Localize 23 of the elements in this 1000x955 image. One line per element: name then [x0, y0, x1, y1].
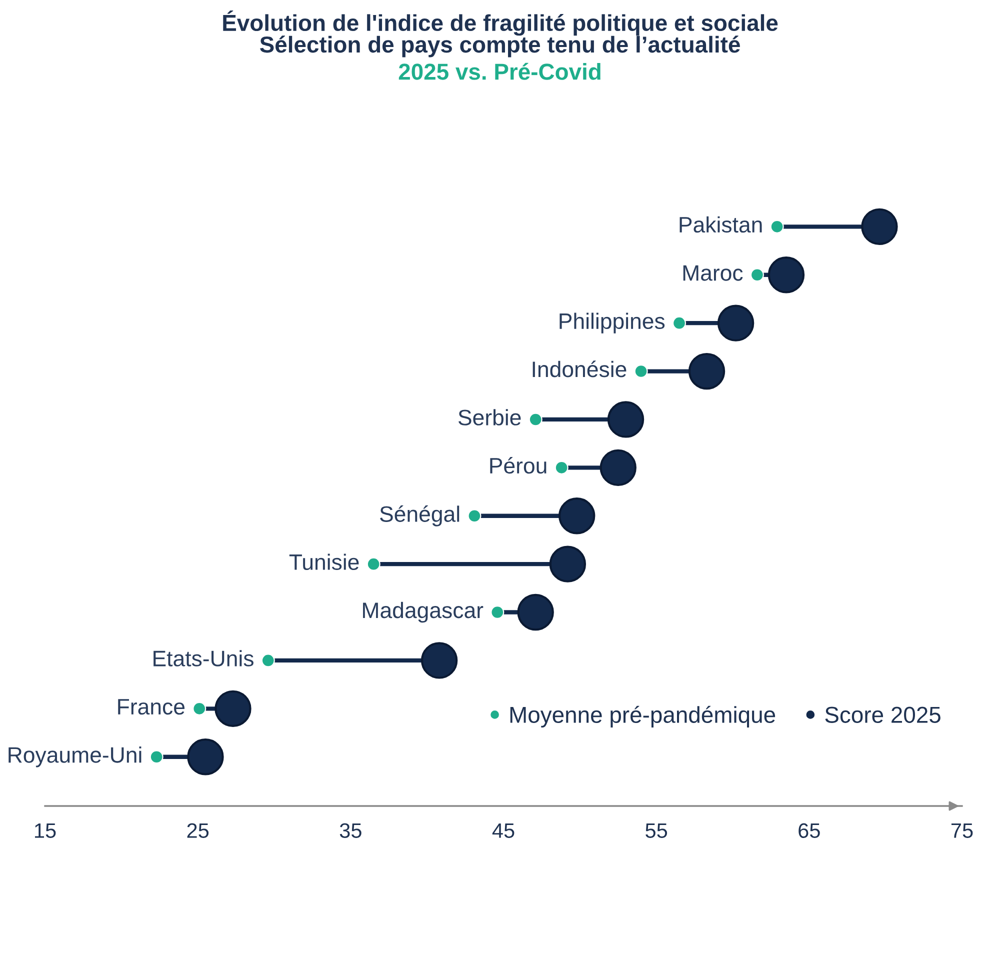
x-tick-label: 45	[492, 823, 514, 838]
x-tick-label: 75	[951, 823, 973, 838]
x-tick-label: 15	[35, 823, 56, 838]
chart-title: Évolution de l'indice de fragilité politique et sociale Sélection de pays compte tenu de l’actualité	[223, 10, 778, 58]
legend-label: Moyenne pré-pandémique	[510, 706, 776, 728]
y-tick-label: Sénégal	[380, 505, 460, 526]
y-tick-label: Indonésie	[532, 360, 626, 378]
x-tick-label: 55	[646, 823, 668, 838]
y-tick-label: Tunisie	[289, 554, 359, 570]
y-tick-label: France	[118, 699, 184, 715]
y-tick-label: Pérou	[490, 457, 546, 474]
x-tick-label: 35	[340, 823, 362, 838]
y-tick-label: Madagascar	[363, 602, 484, 623]
legend-label: Score 2025	[825, 706, 940, 723]
x-tick-label: 65	[798, 823, 820, 838]
x-tick-label: 25	[187, 823, 209, 838]
chart-subtitle: 2025 vs. Pré-Covid	[398, 62, 600, 80]
y-tick-label: Philippines	[560, 312, 665, 334]
y-tick-label: Serbie	[458, 409, 521, 426]
y-tick-label: Pakistan	[680, 216, 762, 233]
y-tick-label: Etats-Unis	[154, 650, 254, 666]
y-tick-label: Maroc	[683, 265, 743, 281]
y-tick-label: Royaume-Uni	[8, 746, 142, 768]
